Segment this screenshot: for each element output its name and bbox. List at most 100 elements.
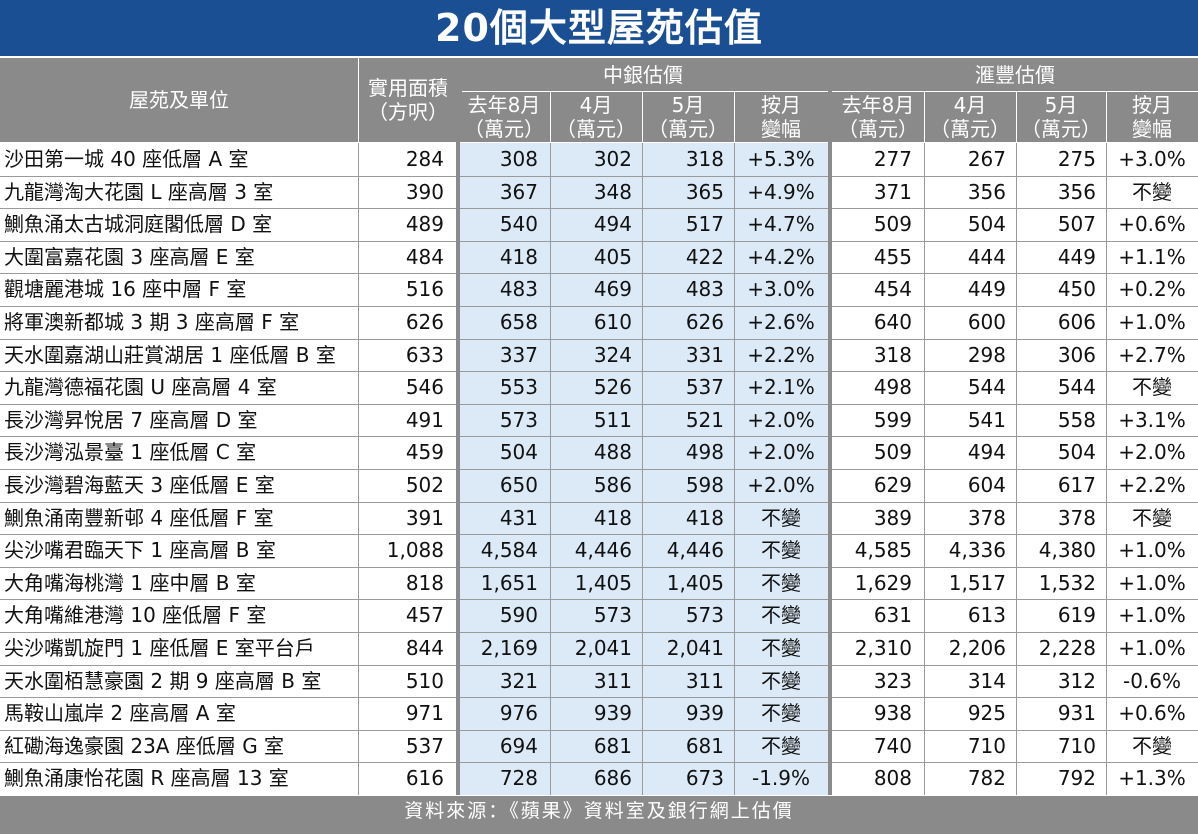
cell-area: 489: [405, 212, 444, 237]
cell-hsbc-aug: 389: [873, 505, 912, 530]
cell-boc-apr: 586: [593, 473, 632, 497]
row-divider: [0, 240, 1198, 242]
header-boc-group: 中銀估價: [458, 58, 828, 92]
cell-hsbc-aug: 629: [873, 473, 912, 497]
cell-hsbc-apr: 925: [967, 701, 1006, 726]
cell-hsbc-may: 356: [1057, 179, 1096, 204]
header-area-line1: 實用面積: [368, 76, 448, 100]
header-sub-line2: （萬元）: [1021, 117, 1101, 141]
cell-boc-apr: 348: [593, 179, 632, 204]
cell-hsbc-may: 504: [1057, 440, 1096, 465]
cell-hsbc-may: 275: [1057, 147, 1096, 171]
cell-area: 626: [405, 310, 444, 334]
cell-boc-aug: 694: [499, 733, 538, 758]
column-divider: [550, 143, 551, 795]
cell-hsbc-aug: 318: [873, 342, 912, 367]
cell-hsbc-may: 507: [1057, 212, 1096, 237]
cell-boc-aug: 1,651: [480, 570, 538, 595]
header-hsbc-may: 5月 （萬元）: [1016, 92, 1106, 142]
cell-boc-apr: 686: [593, 766, 632, 791]
header-sub-line1: 去年8月: [467, 93, 541, 117]
cell-boc-chg: 不變: [761, 636, 801, 660]
table-row: 將軍澳新都城 3 期 3 座高層 F 室 626 658 610 626 +2.6% 640…: [0, 306, 1198, 339]
cell-boc-may: 418: [685, 505, 724, 530]
cell-boc-apr: 405: [593, 244, 632, 269]
cell-area: 633: [405, 342, 444, 367]
cell-boc-aug: 321: [499, 668, 538, 693]
header-sub-line1: 按月: [761, 93, 801, 117]
table-row: 尖沙嘴凱旋門 1 座低層 E 室平台戶 844 2,169 2,041 2,041 不變 2…: [0, 632, 1198, 665]
cell-hsbc-chg: 不變: [1132, 733, 1172, 758]
cell-hsbc-may: 1,532: [1038, 570, 1096, 595]
header-hsbc-chg: 按月 變幅: [1106, 92, 1198, 142]
cell-hsbc-aug: 631: [873, 603, 912, 628]
header-hsbc-apr: 4月 （萬元）: [924, 92, 1016, 142]
cell-hsbc-chg: +0.2%: [1118, 277, 1186, 302]
cell-boc-may: 681: [685, 733, 724, 758]
cell-area: 516: [405, 277, 444, 302]
cell-hsbc-may: 792: [1057, 766, 1096, 791]
cell-hsbc-aug: 509: [873, 212, 912, 237]
cell-hsbc-apr: 782: [967, 766, 1006, 791]
row-divider: [0, 306, 1198, 307]
cell-hsbc-may: 606: [1057, 310, 1096, 334]
cell-boc-chg: +2.6%: [747, 310, 815, 334]
header-sub-line2: （萬元）: [648, 117, 728, 141]
cell-boc-aug: 540: [499, 212, 538, 237]
table-row: 大圍富嘉花園 3 座高層 E 室 484 418 405 422 +4.2% 455 444 4…: [0, 241, 1198, 274]
cell-hsbc-chg: +1.0%: [1118, 603, 1186, 628]
cell-boc-apr: 939: [593, 701, 632, 726]
cell-hsbc-aug: 455: [873, 244, 912, 269]
cell-boc-chg: 不變: [761, 505, 801, 530]
cell-hsbc-may: 4,380: [1038, 538, 1096, 563]
header-sub-line1: 5月: [1044, 93, 1078, 117]
cell-hsbc-chg: +3.1%: [1118, 407, 1186, 432]
cell-boc-chg: +2.0%: [747, 473, 815, 497]
cell-boc-aug: 976: [499, 701, 538, 726]
cell-hsbc-chg: +2.2%: [1118, 473, 1186, 497]
row-divider: [0, 501, 1198, 503]
cell-boc-aug: 4,584: [480, 538, 538, 563]
cell-hsbc-chg: +1.0%: [1118, 310, 1186, 334]
cell-hsbc-aug: 640: [873, 310, 912, 334]
cell-boc-aug: 658: [499, 310, 538, 334]
header-sub-line1: 按月: [1132, 93, 1172, 117]
cell-name: 鰂魚涌康怡花園 R 座高層 13 室: [4, 766, 289, 791]
cell-hsbc-aug: 740: [873, 733, 912, 758]
cell-hsbc-aug: 277: [873, 147, 912, 171]
cell-hsbc-chg: -0.6%: [1122, 668, 1182, 693]
cell-hsbc-may: 931: [1057, 701, 1096, 726]
cell-name: 鰂魚涌太古城洞庭閣低層 D 室: [4, 212, 273, 237]
cell-area: 457: [405, 603, 444, 628]
cell-boc-may: 521: [685, 407, 724, 432]
cell-boc-chg: 不變: [761, 603, 801, 628]
table-row: 天水圍栢慧豪園 2 期 9 座高層 B 室 510 321 311 311 不變 323 31…: [0, 665, 1198, 698]
cell-boc-may: 626: [685, 310, 724, 334]
row-divider: [0, 338, 1198, 340]
cell-boc-chg: +2.0%: [747, 407, 815, 432]
table-row: 觀塘麗港城 16 座中層 F 室 516 483 469 483 +3.0% 454 449 4…: [0, 273, 1198, 306]
table-row: 長沙灣昇悅居 7 座高層 D 室 491 573 511 521 +2.0% 599 541 5…: [0, 404, 1198, 437]
cell-name: 長沙灣碧海藍天 3 座低層 E 室: [4, 473, 275, 497]
cell-boc-apr: 526: [593, 375, 632, 400]
cell-hsbc-apr: 1,517: [948, 570, 1006, 595]
cell-hsbc-may: 544: [1057, 375, 1096, 400]
header-boc-may: 5月 （萬元）: [642, 92, 734, 142]
cell-boc-aug: 650: [499, 473, 538, 497]
cell-name: 九龍灣德福花園 U 座高層 4 室: [4, 375, 277, 400]
header-divider: [734, 92, 735, 142]
header-sub-line2: 變幅: [1132, 117, 1172, 141]
cell-name: 尖沙嘴凱旋門 1 座低層 E 室平台戶: [4, 636, 315, 660]
header-divider: [642, 92, 643, 142]
cell-boc-may: 483: [685, 277, 724, 302]
cell-boc-aug: 483: [499, 277, 538, 302]
cell-area: 459: [405, 440, 444, 465]
row-divider: [0, 599, 1198, 601]
cell-name: 鰂魚涌南豐新邨 4 座低層 F 室: [4, 505, 274, 530]
cell-boc-apr: 488: [593, 440, 632, 465]
cell-boc-chg: +2.0%: [747, 440, 815, 465]
cell-boc-chg: +3.0%: [747, 277, 815, 302]
cell-boc-may: 365: [685, 179, 724, 204]
column-divider: [734, 143, 735, 795]
column-divider: [358, 143, 359, 795]
